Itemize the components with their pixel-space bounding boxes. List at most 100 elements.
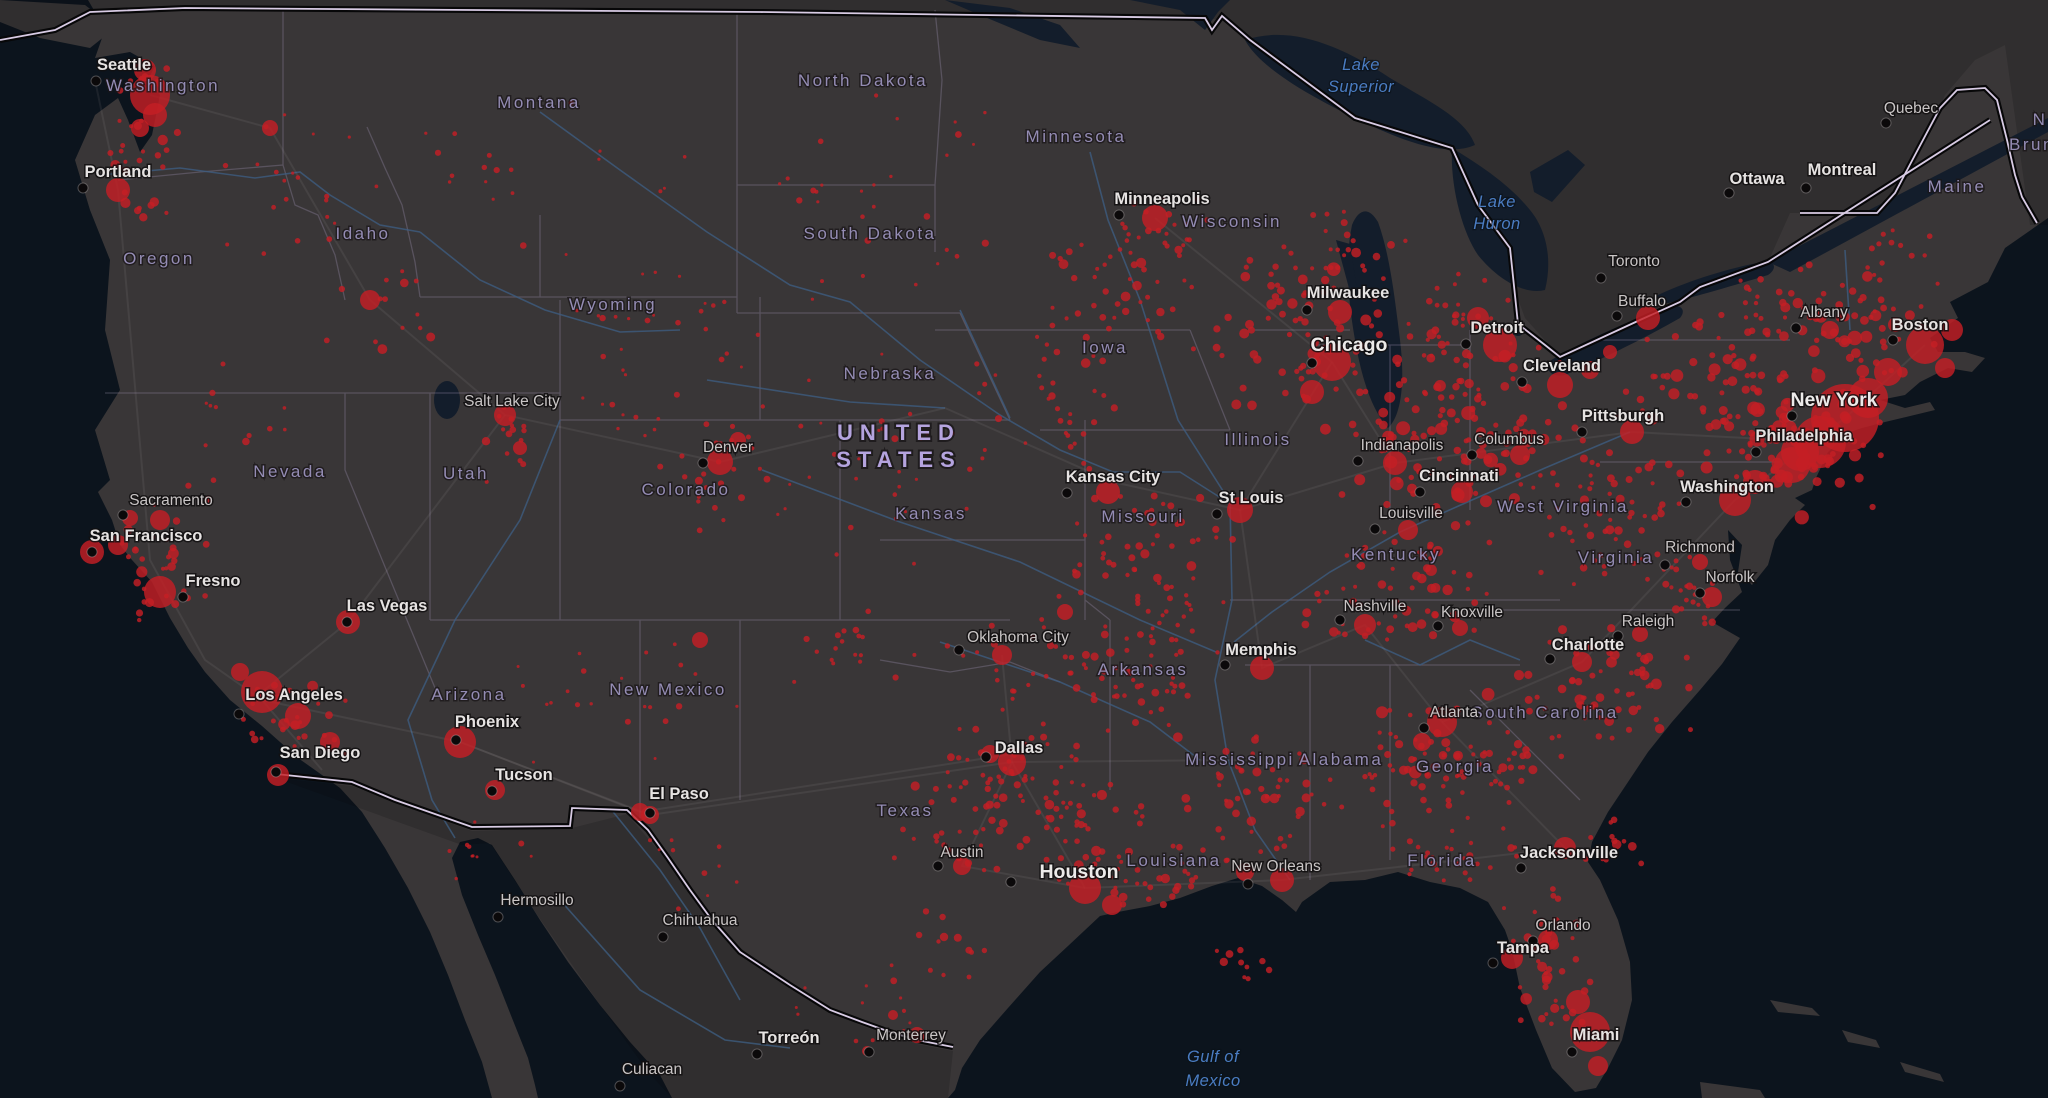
case-dot bbox=[1468, 744, 1473, 749]
state-label-iowa: Iowa bbox=[1082, 338, 1128, 357]
case-dot bbox=[1464, 378, 1474, 389]
case-dot bbox=[944, 247, 949, 252]
case-dot bbox=[204, 495, 212, 503]
case-dot bbox=[1102, 262, 1107, 267]
case-dot bbox=[624, 718, 631, 725]
case-dot bbox=[1345, 247, 1352, 253]
case-dot bbox=[1232, 809, 1240, 818]
case-dot bbox=[1603, 857, 1609, 863]
case-dot bbox=[1013, 781, 1021, 789]
case-dot bbox=[1692, 321, 1699, 329]
case-dot bbox=[1657, 509, 1665, 518]
case-dot bbox=[1043, 824, 1050, 831]
city-label-hermosillo: Hermosillo bbox=[500, 892, 573, 909]
case-dot bbox=[1427, 544, 1433, 550]
case-dot bbox=[1148, 634, 1153, 639]
city-label-san-francisco: San Francisco bbox=[90, 527, 203, 545]
case-dot bbox=[1133, 568, 1138, 572]
case-dot bbox=[945, 153, 949, 157]
case-dot bbox=[172, 517, 181, 525]
case-dot bbox=[323, 337, 330, 344]
case-dot bbox=[1726, 413, 1733, 420]
case-dot bbox=[1282, 389, 1289, 397]
case-dot bbox=[859, 189, 864, 193]
case-dot bbox=[1352, 370, 1358, 376]
case-dot bbox=[703, 421, 710, 428]
case-dot bbox=[1357, 342, 1365, 350]
case-dot bbox=[171, 557, 178, 564]
case-dot bbox=[833, 646, 838, 651]
case-dot bbox=[1462, 856, 1467, 861]
svg-text:STATES: STATES bbox=[836, 447, 962, 472]
case-dot bbox=[1699, 405, 1707, 413]
case-dot bbox=[1447, 474, 1454, 480]
case-dot bbox=[857, 457, 861, 461]
case-dot bbox=[1435, 422, 1448, 435]
case-dot bbox=[136, 157, 143, 164]
case-dot bbox=[1849, 287, 1857, 295]
case-dot bbox=[1427, 707, 1457, 737]
case-dot bbox=[1309, 792, 1314, 797]
case-dot bbox=[1067, 800, 1073, 806]
case-dot bbox=[871, 204, 876, 209]
case-dot bbox=[484, 180, 488, 184]
city-label-austin: Austin bbox=[940, 844, 983, 861]
case-dot bbox=[1091, 419, 1098, 426]
case-dot bbox=[1410, 434, 1420, 444]
case-dot bbox=[1010, 688, 1016, 694]
city-marker-dallas bbox=[980, 751, 992, 763]
case-dot bbox=[1147, 884, 1154, 891]
case-dot bbox=[1436, 334, 1442, 339]
case-dot bbox=[1635, 466, 1642, 474]
case-dot bbox=[1169, 636, 1175, 643]
case-dot bbox=[1071, 274, 1078, 282]
case-dot bbox=[1245, 976, 1251, 982]
case-dot bbox=[1287, 833, 1293, 839]
case-dot bbox=[1511, 938, 1516, 944]
case-dot bbox=[1375, 418, 1382, 425]
case-dot bbox=[1141, 266, 1147, 273]
case-dot bbox=[1114, 301, 1121, 307]
case-dot bbox=[1743, 470, 1767, 494]
case-dot bbox=[1416, 619, 1427, 629]
city-label-fresno: Fresno bbox=[185, 572, 240, 590]
case-dot bbox=[1583, 523, 1589, 528]
case-dot bbox=[1298, 375, 1305, 382]
state-label-alabama: Alabama bbox=[1299, 750, 1384, 769]
case-dot bbox=[140, 149, 146, 154]
case-dot bbox=[1548, 532, 1555, 538]
case-dot bbox=[1021, 741, 1028, 748]
case-dot bbox=[1281, 244, 1287, 250]
city-marker-new-orleans bbox=[1242, 878, 1254, 890]
case-dot bbox=[909, 1027, 925, 1043]
state-label-nevada: Nevada bbox=[253, 462, 327, 481]
rivers-layer bbox=[99, 111, 1851, 1049]
case-dot bbox=[529, 854, 533, 858]
case-dot bbox=[1662, 580, 1670, 588]
case-dot bbox=[1164, 609, 1169, 614]
case-dot bbox=[213, 405, 218, 410]
case-dot bbox=[1450, 828, 1455, 834]
case-dot bbox=[1814, 337, 1820, 343]
city-label-houston: Houston bbox=[1039, 861, 1118, 883]
case-dot bbox=[521, 423, 527, 429]
case-dot bbox=[1692, 585, 1697, 590]
case-dot bbox=[1369, 786, 1376, 793]
case-dot bbox=[717, 864, 721, 868]
case-dot bbox=[1135, 542, 1143, 550]
case-dot bbox=[927, 967, 933, 973]
case-dot bbox=[956, 755, 962, 761]
case-dot bbox=[116, 87, 124, 94]
case-dot bbox=[1615, 494, 1625, 504]
case-dot bbox=[1572, 652, 1592, 672]
case-dot bbox=[1356, 563, 1361, 569]
case-dot bbox=[1426, 329, 1437, 340]
case-dot bbox=[1868, 245, 1875, 252]
case-dot bbox=[1613, 537, 1618, 542]
case-dot bbox=[1501, 826, 1506, 831]
case-dot bbox=[1876, 241, 1882, 247]
case-dot bbox=[1142, 205, 1168, 231]
case-dot bbox=[794, 1006, 798, 1009]
case-dot bbox=[1286, 331, 1293, 338]
